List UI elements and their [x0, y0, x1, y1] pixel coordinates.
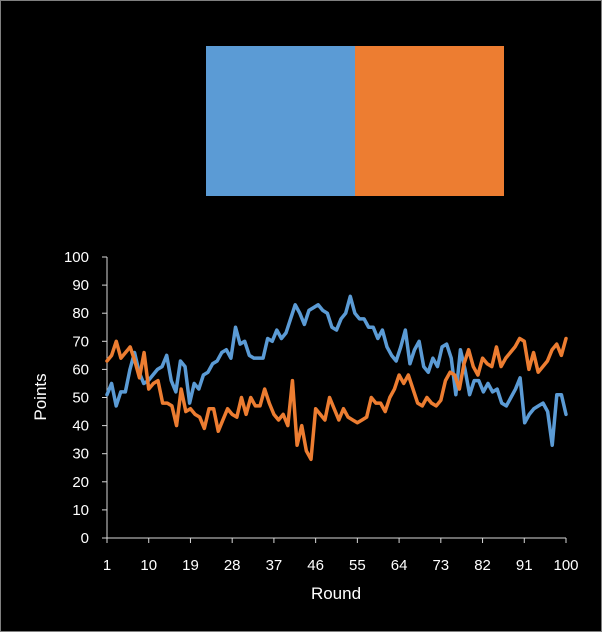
series-group [105, 294, 568, 462]
y-tick-label: 70 [72, 333, 89, 350]
y-tick-label: 30 [72, 446, 89, 463]
x-tick-label: 64 [391, 557, 408, 574]
y-tick-label: 100 [64, 249, 89, 266]
y-tick-label: 90 [72, 277, 89, 294]
x-axis-label: Round [311, 584, 361, 603]
x-tick-label: 46 [307, 557, 324, 574]
y-tick-label: 40 [72, 418, 89, 435]
x-tick-label: 91 [516, 557, 533, 574]
x-tick-label: 55 [349, 557, 366, 574]
y-axis-label: Points [31, 373, 50, 420]
x-tick-label: 73 [432, 557, 449, 574]
x-tick-label: 10 [140, 557, 157, 574]
y-tick-label: 10 [72, 502, 89, 519]
series-line-2 [105, 336, 568, 462]
y-tick-label: 0 [81, 530, 89, 547]
y-tick-label: 20 [72, 474, 89, 491]
x-tick-label: 100 [553, 557, 578, 574]
y-tick-label: 50 [72, 390, 89, 407]
x-tick-label: 82 [474, 557, 491, 574]
x-tick-label: 37 [266, 557, 283, 574]
legend-swatch [206, 46, 355, 196]
legend [206, 46, 504, 196]
x-tick-label: 28 [224, 557, 241, 574]
x-tick-label: 19 [182, 557, 199, 574]
series-line-1 [105, 294, 568, 448]
y-tick-label: 60 [72, 361, 89, 378]
y-tick-label: 80 [72, 305, 89, 322]
x-tick-label: 1 [103, 557, 111, 574]
legend-swatch [355, 46, 504, 196]
